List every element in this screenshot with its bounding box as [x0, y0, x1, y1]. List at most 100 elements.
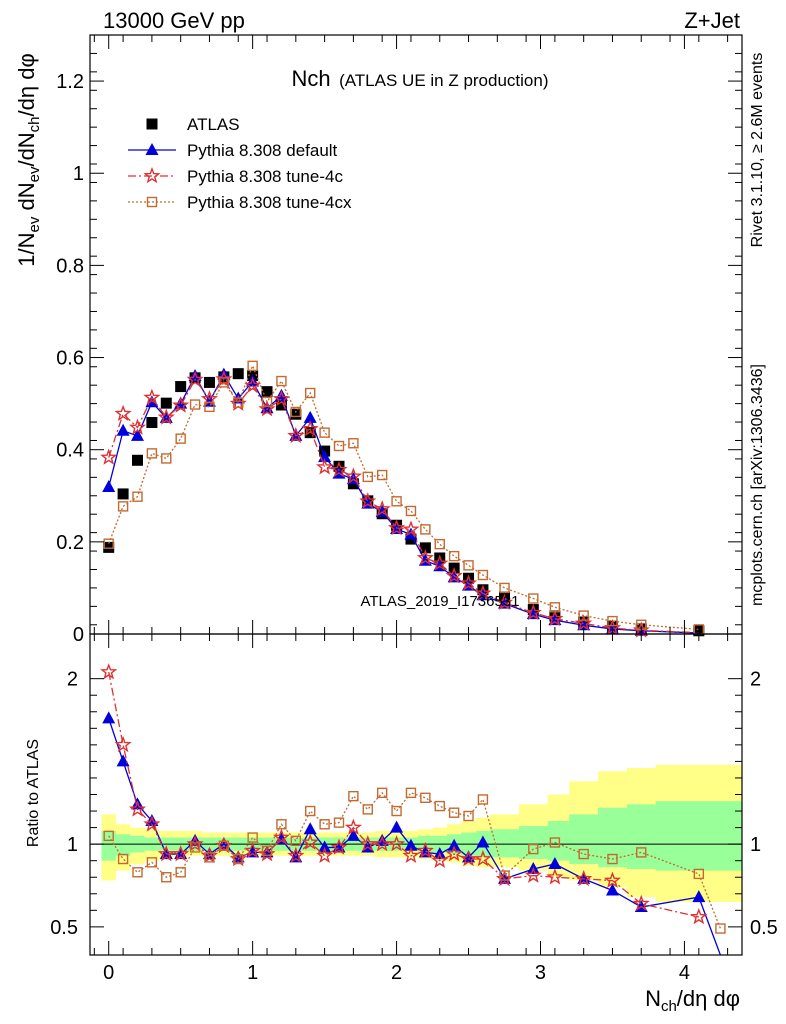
ratio-point [445, 845, 463, 862]
ratio-point [603, 871, 622, 888]
main-point [102, 480, 116, 493]
main-point [274, 388, 288, 401]
main-point [445, 566, 463, 584]
ratio-ytick-label-right: 0.5 [750, 917, 778, 939]
main-point [344, 467, 362, 484]
ratio-point [316, 846, 334, 863]
ratio-point [189, 842, 201, 853]
xtick-label: 2 [391, 962, 402, 984]
main-ytick-label: 0.2 [56, 532, 84, 554]
main-line-3 [108, 364, 699, 631]
xtick-label: 1 [247, 962, 258, 984]
main-point [402, 520, 420, 537]
ratio-point [318, 840, 332, 853]
main-point [261, 386, 273, 398]
main-point [420, 524, 431, 535]
watermark: ATLAS_2019_I1736531 [360, 593, 519, 610]
main-ytick-label: 0.6 [56, 348, 84, 370]
ratio-point [261, 845, 273, 856]
main-point [333, 440, 345, 452]
legend-entry-0: ATLAS [146, 115, 240, 134]
main-ytick-label: 1 [73, 163, 84, 185]
main-point [186, 370, 204, 387]
plot-title: Nch (ATLAS UE in Z production) [291, 66, 548, 91]
ratio-point [420, 792, 431, 804]
ratio-point [145, 813, 159, 826]
ratio-point [546, 868, 564, 885]
ratio-point [157, 845, 175, 862]
main-point [232, 368, 244, 380]
main-point [524, 603, 542, 621]
main-point [303, 410, 317, 423]
ratio-ytick-label-right: 1 [750, 834, 761, 856]
ratio-point [715, 923, 726, 934]
ratio-point [463, 810, 474, 822]
ratio-point [524, 866, 542, 883]
ratio-point [128, 800, 147, 817]
ratio-point [549, 837, 561, 848]
main-point [333, 460, 345, 472]
ratio-ytick-label: 1 [67, 834, 78, 856]
main-point [290, 408, 302, 420]
main-point [131, 454, 143, 466]
ratio-point [244, 841, 262, 859]
main-point [132, 491, 143, 502]
ratio-point [690, 907, 708, 925]
ratio-point [103, 830, 114, 842]
ratio-point [305, 805, 316, 817]
main-point [130, 428, 144, 441]
legend-label: Pythia 8.308 tune-4c [187, 167, 343, 186]
ratio-point [402, 846, 420, 863]
ratio-point [373, 835, 391, 852]
ratio-point [431, 851, 449, 868]
xtick-label: 0 [103, 962, 114, 984]
legend-label: Pythia 8.308 default [187, 141, 338, 160]
process-label: Z+Jet [684, 8, 740, 33]
x-axis-label: Nch/dη dφ [645, 986, 740, 1015]
main-point [477, 569, 489, 581]
ratio-point [359, 835, 377, 852]
main-point [459, 574, 478, 591]
main-point [290, 406, 302, 418]
ratio-point [448, 807, 460, 818]
ratio-point [303, 822, 317, 835]
ratio-point [499, 870, 510, 881]
main-point [203, 376, 215, 388]
main-point [463, 560, 474, 571]
main-point [189, 399, 201, 410]
main-point [376, 469, 388, 481]
ratio-point [175, 867, 186, 878]
main-point [204, 401, 215, 413]
energy-label: 13000 GeV pp [103, 8, 245, 33]
ratio-point [233, 853, 244, 865]
ratio-point [632, 894, 650, 911]
main-point [143, 388, 161, 405]
ratio-point [391, 805, 402, 817]
main-point [330, 460, 348, 478]
legend-marker [146, 118, 158, 130]
main-point [161, 453, 172, 464]
ratio-point [375, 833, 389, 846]
ratio-point [416, 841, 434, 859]
legend-label: ATLAS [187, 115, 240, 134]
ratio-point [287, 846, 305, 863]
main-point [160, 397, 172, 409]
main-point [218, 377, 230, 388]
main-point [578, 610, 589, 621]
main-point [146, 448, 158, 459]
ratio-ytick-label: 2 [67, 669, 78, 691]
ratio-point [346, 828, 360, 841]
ratio-point [114, 735, 132, 753]
main-point [405, 505, 417, 517]
ratio-point [605, 883, 619, 896]
ratio-point [290, 835, 302, 847]
ratio-point [477, 794, 489, 805]
ratio-point [116, 754, 130, 767]
legend: ATLAS Pythia 8.308 default Pythia 8.308 tu… [128, 115, 352, 212]
main-point [100, 448, 118, 465]
ratio-point [102, 711, 116, 724]
main-point [528, 593, 539, 604]
ratio-point [132, 867, 143, 878]
ratio-point [172, 845, 190, 862]
ratio-point [143, 815, 161, 832]
